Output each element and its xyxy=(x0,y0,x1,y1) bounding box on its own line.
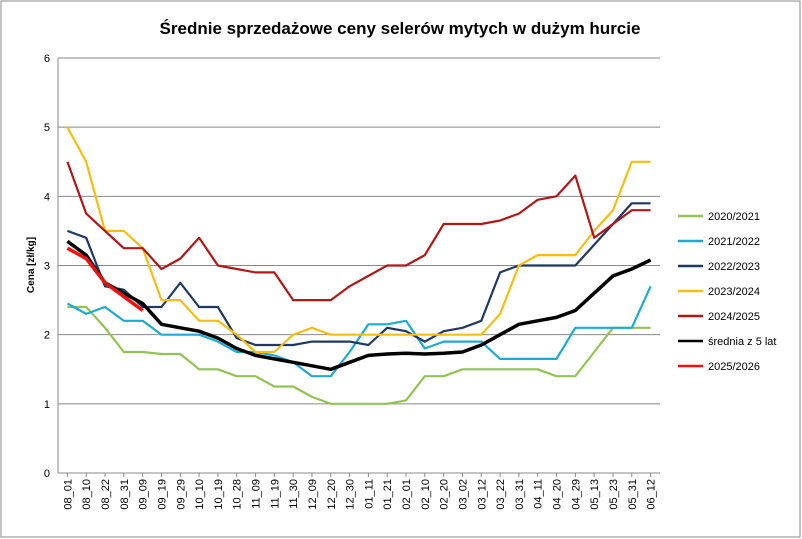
x-tick-label: 01_21 xyxy=(382,479,394,510)
y-tick-label: 4 xyxy=(44,191,50,203)
y-axis-label: Cena [zł/kg] xyxy=(26,237,37,293)
series-line xyxy=(66,239,652,372)
x-tick-label: 04_11 xyxy=(533,479,545,509)
series-line xyxy=(67,305,651,405)
x-tick-label: 02_01 xyxy=(401,479,413,510)
x-tick-label: 12_20 xyxy=(326,479,338,510)
x-tick-label: 11_30 xyxy=(288,479,300,509)
x-tick-label: 08_01 xyxy=(62,479,74,510)
x-tick-label: 09_19 xyxy=(156,479,168,510)
x-tick-label: 03_02 xyxy=(457,479,469,510)
y-tick-label: 5 xyxy=(44,122,50,134)
y-tick-label: 3 xyxy=(44,261,50,273)
y-tick-label: 0 xyxy=(44,468,50,480)
x-tick-label: 09_09 xyxy=(138,479,150,510)
legend-label: 2021/2022 xyxy=(708,236,760,248)
series-line xyxy=(66,126,651,354)
x-tick-label: 11_19 xyxy=(269,479,281,509)
series-line xyxy=(67,202,651,347)
x-tick-label: 04_20 xyxy=(552,479,564,510)
legend-label: 2020/2021 xyxy=(708,211,760,223)
x-tick-label: 05_31 xyxy=(627,479,639,510)
x-tick-label: 03_12 xyxy=(476,479,488,510)
x-tick-label: 03_31 xyxy=(514,479,526,510)
x-tick-label: 05_23 xyxy=(608,479,620,510)
x-tick-label: 12_09 xyxy=(307,479,319,510)
x-tick-label: 08_22 xyxy=(100,479,112,510)
x-tick-label: 10_28 xyxy=(232,479,244,510)
legend-label: 2023/2024 xyxy=(708,286,760,298)
x-tick-label: 06_12 xyxy=(646,479,658,510)
series-line xyxy=(66,161,651,302)
y-tick-label: 6 xyxy=(44,53,50,65)
x-tick-label: 02_20 xyxy=(439,479,451,510)
series-line xyxy=(66,285,652,378)
legend-label: 2024/2025 xyxy=(708,311,760,323)
y-tick-label: 1 xyxy=(44,399,50,411)
x-tick-label: 09_29 xyxy=(175,479,187,510)
x-tick-label: 04_29 xyxy=(570,479,582,510)
legend-label: 2022/2023 xyxy=(708,261,760,273)
x-tick-label: 02_10 xyxy=(420,479,432,510)
x-tick-label: 11_09 xyxy=(251,479,263,509)
x-tick-label: 05_13 xyxy=(589,479,601,510)
x-tick-label: 08_31 xyxy=(119,479,131,510)
legend-label: średnia z 5 lat xyxy=(708,336,776,348)
x-tick-label: 12_30 xyxy=(345,479,357,510)
x-tick-label: 08_10 xyxy=(81,479,93,510)
chart-title: Średnie sprzedażowe ceny selerów mytych … xyxy=(160,19,641,38)
x-tick-label: 10_19 xyxy=(213,479,225,510)
x-tick-label: 01_11 xyxy=(363,479,375,509)
x-tick-label: 03_22 xyxy=(495,479,507,510)
legend-label: 2025/2026 xyxy=(708,361,760,373)
x-tick-label: 10_10 xyxy=(194,479,206,510)
y-tick-label: 2 xyxy=(44,330,50,342)
series-line xyxy=(66,246,144,312)
